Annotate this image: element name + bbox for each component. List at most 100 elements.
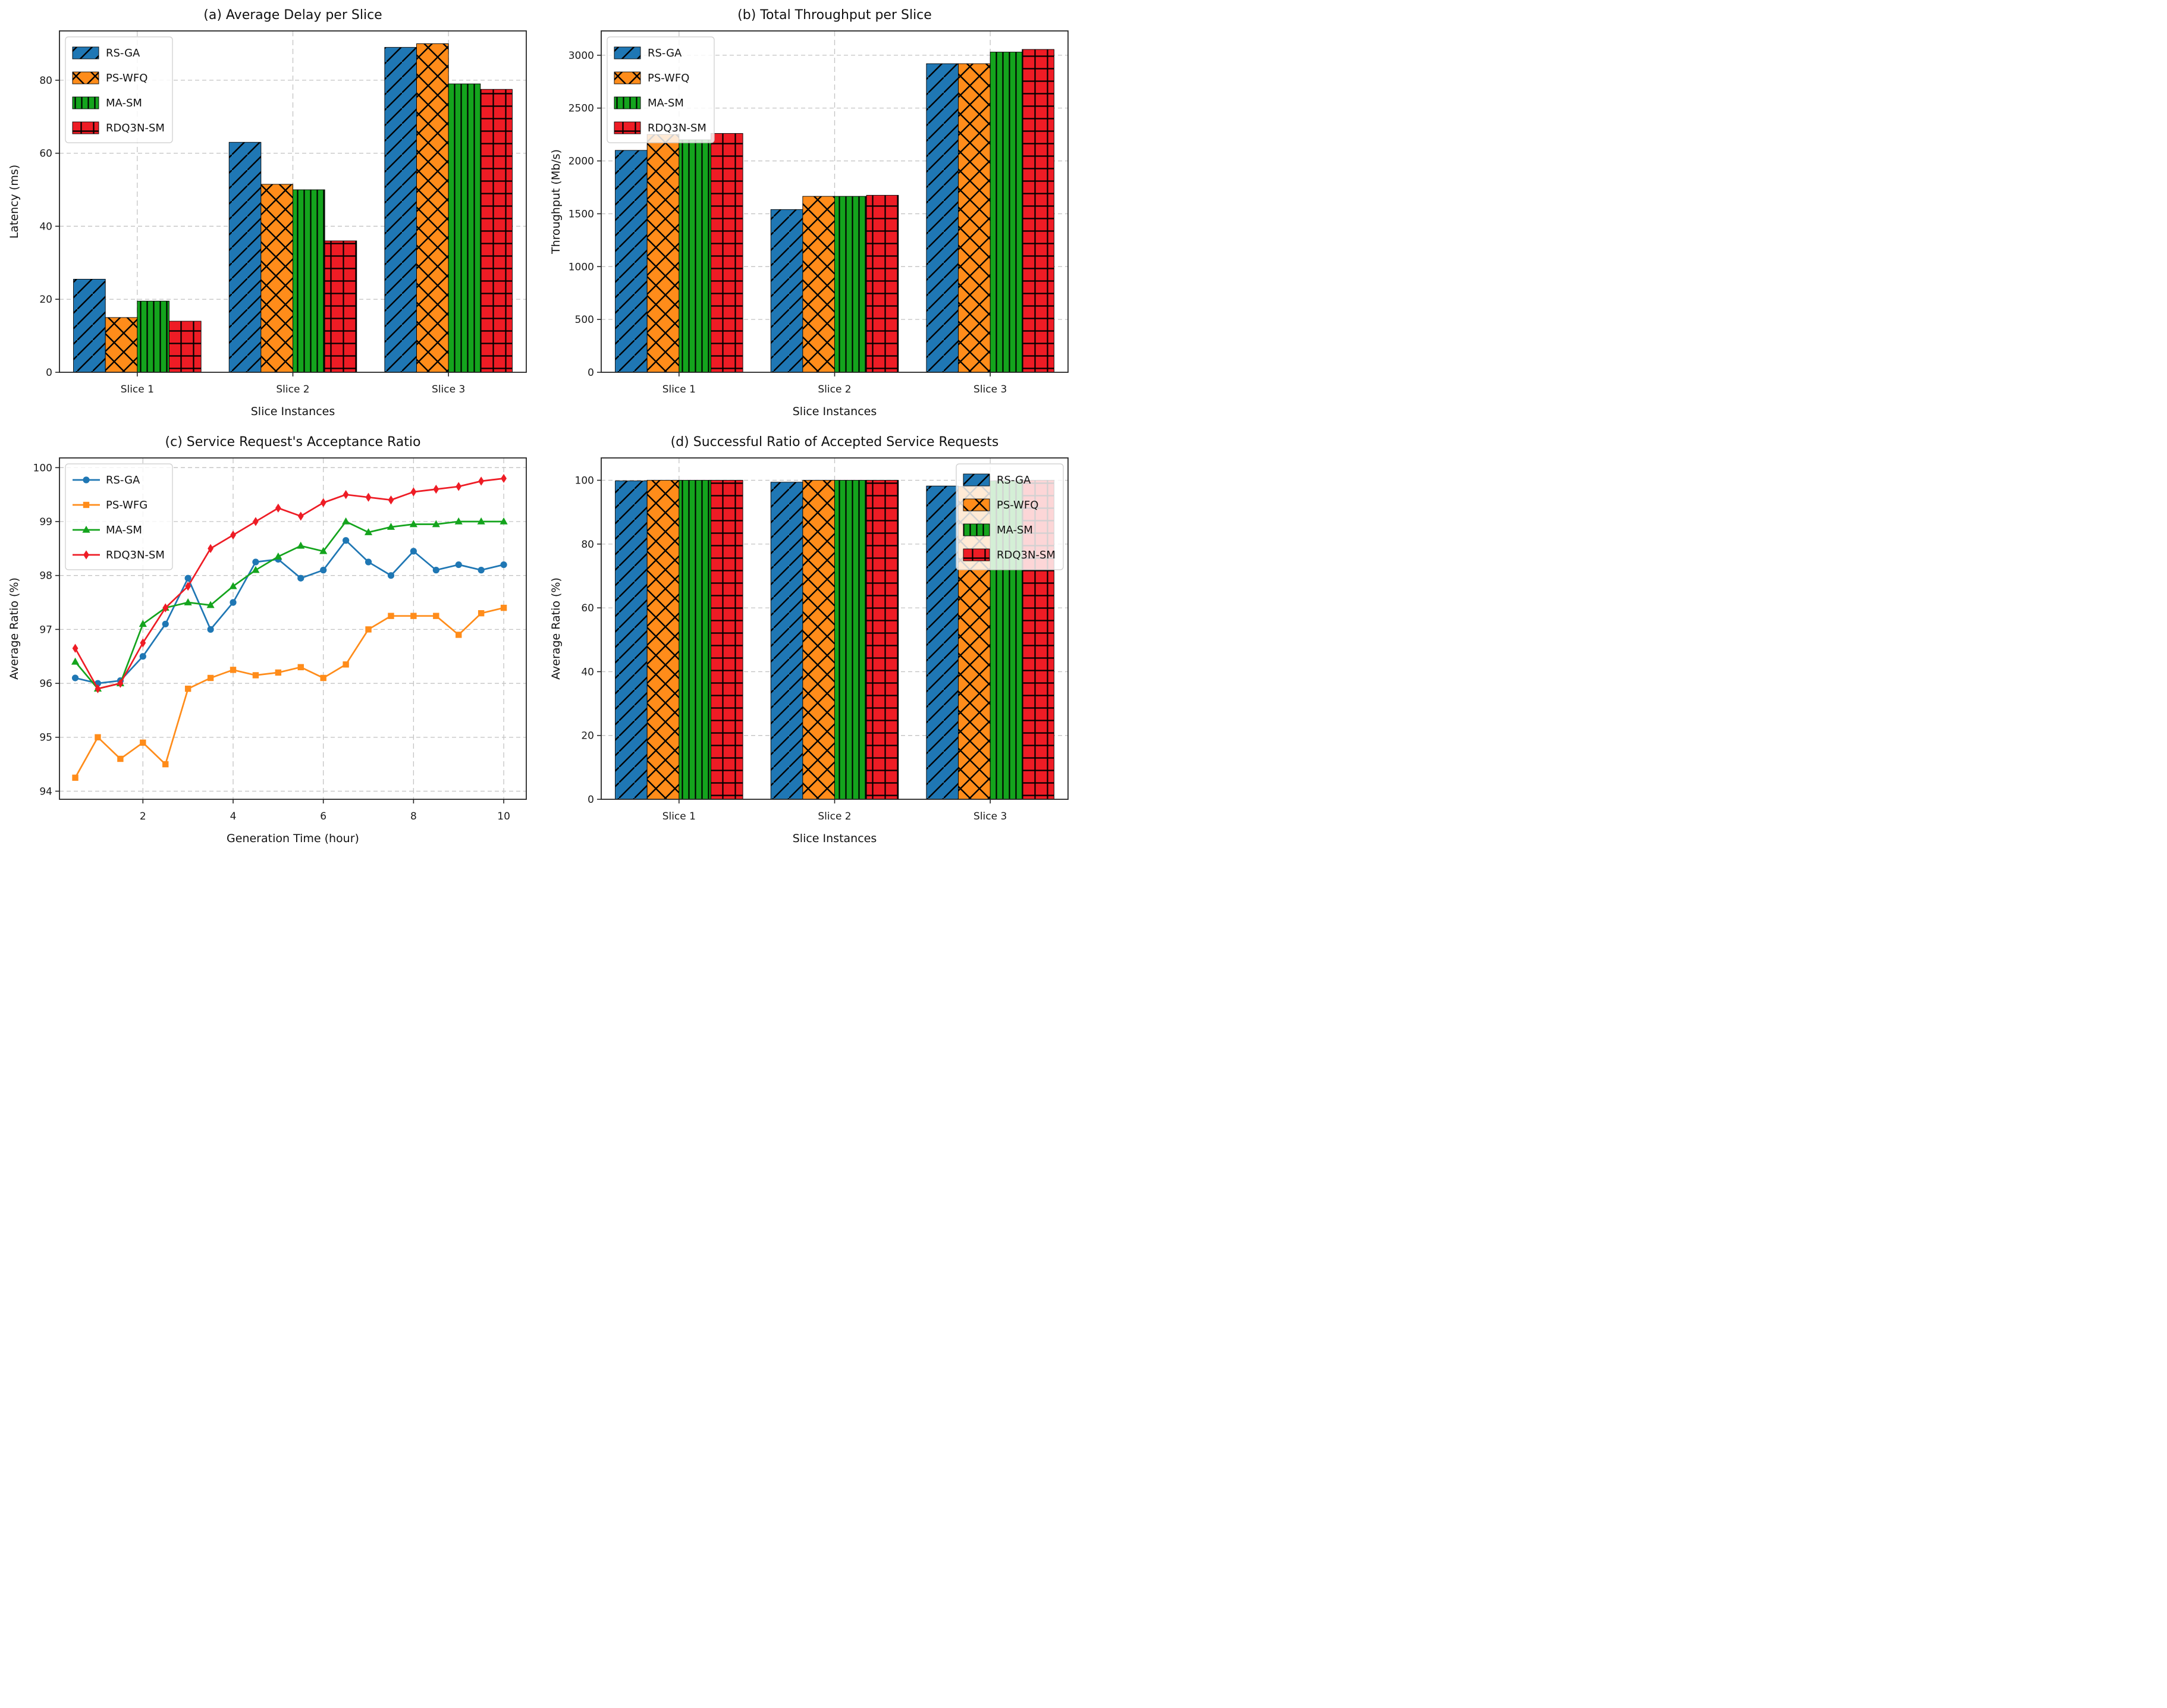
point-PS-WFG-x1: [95, 734, 101, 740]
point-RS-GA-x6.5: [343, 537, 350, 544]
legend-label: PS-WFQ: [648, 72, 689, 84]
legend-item-MA-SM: MA-SM: [963, 523, 1033, 536]
point-RDQ3N-SM-x2.5: [162, 603, 169, 613]
y-tick-label: 2000: [569, 156, 594, 168]
legend-label: RDQ3N-SM: [648, 122, 706, 134]
series-RDQ3N-SM-bars: [711, 49, 1054, 373]
point-PS-WFG-x5.5: [297, 664, 304, 671]
bar-RDQ3N-SM-Slice 2: [866, 194, 899, 373]
legend-swatch-plus-icon: [614, 121, 641, 134]
bar-PS-WFQ-Slice 1: [105, 317, 138, 373]
y-tick-label: 20: [39, 294, 52, 306]
legend-label: MA-SM: [106, 524, 142, 536]
x-tick-label: Slice 3: [973, 384, 1007, 395]
legend-label: RS-GA: [648, 47, 682, 59]
y-tick-label: 60: [581, 602, 594, 614]
point-RDQ3N-SM-x10: [501, 473, 507, 483]
bar-PS-WFQ-Slice 3: [416, 43, 449, 373]
x-tick-label: Slice 2: [818, 811, 851, 822]
bar-RDQ3N-SM-Slice 1: [711, 480, 743, 800]
point-PS-WFG-x8: [410, 613, 417, 619]
legend-swatch-plus-icon: [72, 121, 99, 134]
point-RDQ3N-SM-x0.5: [72, 643, 78, 653]
axes-frame: [601, 457, 1069, 800]
legend-swatch-vert-icon: [72, 96, 99, 109]
panel-a-average-delay: Slice 1 Slice 2 Slice 3 0 20 40 60 80 (a) Averag…: [0, 0, 542, 427]
bar-RS-GA-Slice 1: [615, 481, 648, 800]
axes-frame: [59, 30, 527, 373]
point-RDQ3N-SM-x8.5: [433, 484, 439, 494]
y-tick-label: 99: [39, 516, 52, 528]
panel-d-svg: Slice 1 Slice 2 Slice 3 0 20 40 60 80 100 (d) Suc…: [542, 427, 1084, 854]
bar-PS-WFQ-Slice 1: [646, 134, 680, 373]
bar-PS-WFQ-Slice 1: [646, 480, 680, 800]
x-tick-label: Slice 2: [818, 384, 851, 395]
x-tick-label: 6: [320, 811, 326, 822]
bar-RDQ3N-SM-Slice 3: [480, 89, 513, 373]
point-PS-WFG-x0.5: [72, 774, 78, 781]
x-tick-label: Slice 1: [662, 811, 696, 822]
x-tick-label: 4: [230, 811, 237, 822]
bar-PS-WFQ-Slice 2: [802, 480, 835, 800]
y-axis-label: Latency (ms): [8, 165, 21, 238]
point-RS-GA-x2: [139, 653, 146, 660]
legend-item-RS-GA: RS-GA: [73, 474, 140, 486]
bar-RDQ3N-SM-Slice 1: [711, 133, 743, 373]
legend-swatch-cross-icon: [963, 498, 990, 511]
panel-d-successful-ratio: Slice 1 Slice 2 Slice 3 0 20 40 60 80 100 (d) Suc…: [542, 427, 1084, 854]
series-RS-GA-bars: [615, 481, 959, 800]
point-RS-GA-x6: [320, 567, 327, 574]
point-PS-WFG-x10: [500, 604, 507, 611]
y-tick-label: 97: [39, 624, 52, 636]
legend-label: MA-SM: [997, 524, 1033, 536]
bar-PS-WFQ-Slice 3: [958, 63, 991, 373]
bar-RS-GA-Slice 2: [228, 142, 262, 373]
point-RS-GA-x4.5: [252, 558, 259, 566]
x-axis-ticks: Slice 1 Slice 2 Slice 3: [662, 372, 1007, 395]
y-tick-label: 0: [46, 367, 52, 379]
legend-label: MA-SM: [648, 97, 684, 109]
legend: RS-GA PS-WFQ MA-SM RDQ3N-SM: [65, 36, 173, 143]
legend-swatch-diag-icon: [963, 473, 990, 486]
line-PS-WFG: [74, 607, 504, 778]
legend-item-PS-WFQ: PS-WFQ: [963, 498, 1038, 511]
point-MA-SM-x7.5: [387, 523, 395, 530]
point-MA-SM-x3.5: [206, 601, 215, 608]
point-PS-WFG-x5: [275, 669, 282, 676]
point-PS-WFG-x7.5: [388, 613, 394, 619]
legend-label: PS-WFG: [106, 499, 147, 511]
point-RS-GA-x5.5: [297, 574, 304, 582]
panel-c-acceptance-ratio: 2 4 6 8 10 94 95 96 97 98 99 100 (c) Service Request…: [0, 427, 542, 854]
bar-MA-SM-Slice 2: [293, 189, 325, 373]
x-tick-label: 10: [497, 811, 510, 822]
legend-swatch-cross-icon: [72, 71, 99, 84]
point-RDQ3N-SM-x5.5: [297, 511, 304, 521]
point-PS-WFG-x1.5: [117, 755, 124, 762]
y-axis-label: Throughput (Mb/s): [549, 149, 563, 255]
point-MA-SM-x0.5: [71, 657, 80, 665]
figure-grid: Slice 1 Slice 2 Slice 3 0 20 40 60 80 (a) Averag…: [0, 0, 1084, 854]
x-tick-label: 2: [140, 811, 146, 822]
y-axis-ticks: 94 95 96 97 98 99 100: [33, 462, 59, 798]
legend-item-RDQ3N-SM: RDQ3N-SM: [614, 121, 706, 134]
legend-item-PS-WFQ: PS-WFQ: [614, 71, 689, 84]
point-RS-GA-x3.5: [207, 626, 214, 633]
point-RDQ3N-SM-x1.5: [117, 679, 124, 688]
point-RDQ3N-SM-x8: [410, 487, 417, 497]
y-tick-label: 96: [39, 678, 52, 690]
point-PS-WFG-x6.5: [343, 661, 349, 668]
axes-frame: [601, 30, 1069, 373]
legend-label: RS-GA: [106, 47, 140, 59]
legend-label: PS-WFQ: [106, 72, 147, 84]
legend-item-RS-GA: RS-GA: [614, 46, 682, 59]
legend-item-RDQ3N-SM: RDQ3N-SM: [73, 549, 165, 561]
legend-box: [607, 36, 715, 143]
legend-item-RS-GA: RS-GA: [72, 46, 140, 59]
legend-item-RDQ3N-SM: RDQ3N-SM: [72, 121, 165, 134]
point-RS-GA-x9.5: [478, 567, 485, 574]
x-axis-ticks: Slice 1 Slice 2 Slice 3: [121, 372, 465, 395]
bar-RS-GA-Slice 3: [926, 63, 959, 373]
legend-box: [65, 36, 173, 143]
bar-PS-WFQ-Slice 2: [802, 196, 835, 373]
bar-RDQ3N-SM-Slice 1: [169, 321, 202, 373]
